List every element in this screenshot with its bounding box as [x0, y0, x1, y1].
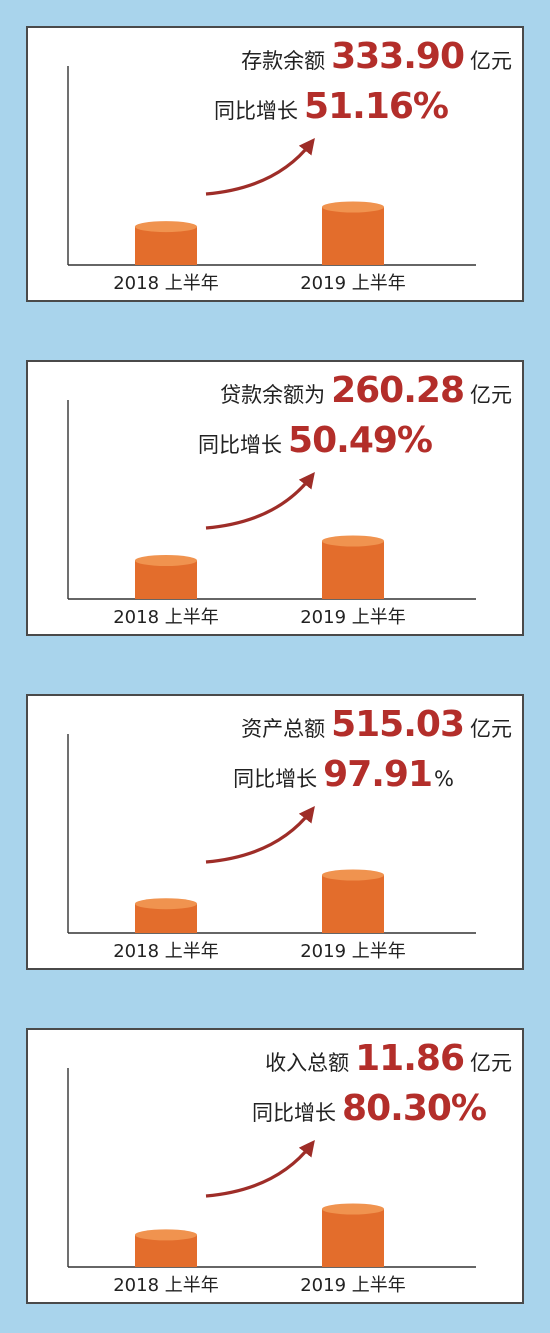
- growth-arrow: [205, 137, 315, 196]
- growth-unit: %: [434, 767, 454, 791]
- headline-line: 存款余额 333.90 亿元: [241, 36, 512, 77]
- growth-value: 97.91: [323, 754, 433, 795]
- headline-value: 515.03: [331, 704, 465, 745]
- growth-label: 同比增长: [214, 99, 299, 123]
- growth-arrow: [205, 471, 315, 530]
- bar: [322, 535, 384, 599]
- growth-arrow: [205, 805, 315, 864]
- x-tick-label: 2018 上半年: [113, 273, 219, 294]
- headline-unit: 亿元: [470, 717, 512, 741]
- growth-value: 50.49%: [288, 420, 433, 461]
- x-tick-label: 2018 上半年: [113, 941, 219, 962]
- chart-deposits: 2018 上半年 2019 上半年: [67, 66, 476, 294]
- growth-label: 同比增长: [252, 1101, 337, 1125]
- headline-value: 333.90: [331, 36, 465, 77]
- chart-assets: 2018 上半年 2019 上半年: [67, 734, 476, 962]
- headline-label: 贷款余额为: [220, 383, 326, 407]
- bar: [322, 869, 384, 933]
- x-tick-label: 2019 上半年: [300, 273, 406, 294]
- x-tick-label: 2019 上半年: [300, 1275, 406, 1296]
- growth-line: 同比增长 97.91 %: [233, 754, 454, 795]
- growth-line: 同比增长 51.16%: [214, 86, 454, 127]
- x-tick-label: 2018 上半年: [113, 607, 219, 628]
- headline-label: 资产总额: [241, 717, 326, 741]
- growth-line: 同比增长 50.49%: [198, 420, 438, 461]
- bar: [135, 898, 197, 933]
- chart-panel-deposits: 2018 上半年 2019 上半年 存款余额 333.90 亿元 同比增长 51.…: [26, 26, 524, 302]
- headline-line: 资产总额 515.03 亿元: [241, 704, 512, 745]
- headline-value: 260.28: [331, 370, 465, 411]
- bar: [322, 201, 384, 265]
- growth-value: 51.16%: [304, 86, 449, 127]
- x-tick-label: 2019 上半年: [300, 607, 406, 628]
- headline-line: 收入总额 11.86 亿元: [265, 1038, 512, 1079]
- bar: [135, 221, 197, 265]
- headline-unit: 亿元: [470, 1051, 512, 1075]
- growth-line: 同比增长 80.30%: [252, 1088, 492, 1129]
- chart-panel-revenue: 2018 上半年 2019 上半年 收入总额 11.86 亿元 同比增长 80.3…: [26, 1028, 524, 1304]
- chart-loans: 2018 上半年 2019 上半年: [67, 400, 476, 628]
- chart-revenue: 2018 上半年 2019 上半年: [67, 1068, 476, 1296]
- growth-value: 80.30%: [342, 1088, 487, 1129]
- bar: [322, 1203, 384, 1267]
- headline-value: 11.86: [355, 1038, 465, 1079]
- growth-label: 同比增长: [198, 433, 283, 457]
- x-tick-label: 2019 上半年: [300, 941, 406, 962]
- headline-label: 存款余额: [241, 49, 326, 73]
- headline-label: 收入总额: [265, 1051, 350, 1075]
- bar: [135, 1229, 197, 1267]
- chart-panel-loans: 2018 上半年 2019 上半年 贷款余额为 260.28 亿元 同比增长 50…: [26, 360, 524, 636]
- headline-unit: 亿元: [470, 383, 512, 407]
- x-tick-label: 2018 上半年: [113, 1275, 219, 1296]
- bar: [135, 554, 197, 599]
- headline-line: 贷款余额为 260.28 亿元: [220, 370, 512, 411]
- growth-arrow: [205, 1139, 315, 1198]
- growth-label: 同比增长: [233, 767, 318, 791]
- headline-unit: 亿元: [470, 49, 512, 73]
- chart-panel-assets: 2018 上半年 2019 上半年 资产总额 515.03 亿元 同比增长 97.…: [26, 694, 524, 970]
